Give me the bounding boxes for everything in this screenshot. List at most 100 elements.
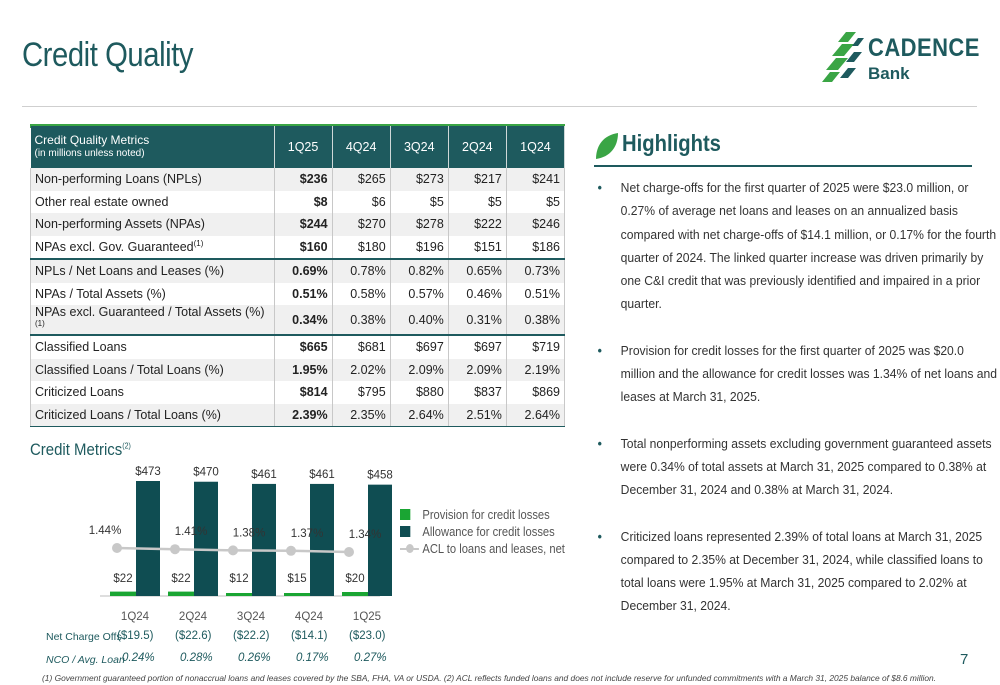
table-cell: $217 bbox=[448, 168, 507, 191]
row-label: Classified Loans bbox=[30, 334, 275, 359]
highlight-item: • Total nonperforming assets excluding go… bbox=[594, 432, 1000, 502]
table-cell: 2.51% bbox=[448, 403, 507, 428]
table-row: NPAs excl. Gov. Guaranteed(1) $160 $180 $19… bbox=[30, 235, 566, 259]
table-cell: 2.39% bbox=[274, 403, 333, 428]
highlights-title: Highlights bbox=[622, 130, 721, 156]
cadence-logo: CADENCE Bank bbox=[822, 30, 982, 90]
row-label-text: NPAs excl. Gov. Guaranteed bbox=[35, 240, 194, 255]
footer-band bbox=[0, 668, 1000, 685]
highlights-list: • Net charge-offs for the first quarter o… bbox=[594, 176, 997, 641]
acl-point bbox=[228, 545, 238, 556]
bullet-icon: • bbox=[597, 528, 602, 544]
table-cell: $151 bbox=[448, 235, 507, 259]
row-label-footnote: (1) bbox=[35, 319, 45, 328]
highlight-item: • Criticized loans represented 2.39% of t… bbox=[594, 525, 1000, 618]
provision-bar bbox=[110, 591, 136, 596]
table-cell: 0.57% bbox=[390, 282, 449, 305]
provision-data-label: $22 bbox=[171, 573, 190, 585]
table-cell: 0.51% bbox=[274, 282, 333, 305]
row-label-text: Classified Loans bbox=[35, 340, 127, 355]
table-cell: $278 bbox=[390, 213, 449, 236]
allowance-bar bbox=[252, 483, 276, 596]
bullet-icon: • bbox=[597, 180, 602, 195]
highlight-item: • Provision for credit losses for the fir… bbox=[594, 339, 1000, 409]
bullet-icon: • bbox=[597, 342, 602, 358]
logo-wordmark: CADENCE bbox=[868, 34, 980, 62]
x-tick-label: 2Q24 bbox=[179, 611, 208, 623]
legend-item: Allowance for credit losses bbox=[400, 523, 565, 540]
allowance-bar bbox=[310, 483, 334, 596]
row-label: Classified Loans / Total Loans (%) bbox=[30, 358, 275, 382]
nco-ratio-value: 0.27% bbox=[354, 652, 387, 664]
legend-swatch-allowance bbox=[400, 526, 411, 537]
table-cell: $8 bbox=[274, 190, 333, 213]
nco-ratio-value: 0.26% bbox=[238, 652, 271, 664]
highlight-item: • Net charge-offs for the first quarter o… bbox=[594, 176, 1000, 316]
table-row: Non-performing Assets (NPAs) $244 $270 $278… bbox=[30, 213, 566, 236]
legend-item: ACL to loans and leases, net bbox=[400, 540, 565, 557]
provision-data-label: $22 bbox=[113, 573, 132, 585]
table-cell: $160 bbox=[274, 235, 333, 259]
table-header-title: Credit Quality Metrics bbox=[34, 133, 150, 147]
x-tick-label: 1Q25 bbox=[353, 611, 381, 623]
row-label: Non-performing Loans (NPLs) bbox=[30, 168, 275, 191]
table-cell: 2.09% bbox=[390, 358, 449, 382]
row-label-text: NPAs / Total Assets (%) bbox=[35, 286, 166, 301]
table-cell: 2.35% bbox=[332, 403, 391, 428]
allowance-bar bbox=[368, 484, 392, 596]
bullet-icon: • bbox=[597, 435, 602, 451]
highlights-divider bbox=[594, 165, 972, 167]
legend-swatch-acl-line bbox=[400, 544, 419, 553]
table-cell: $180 bbox=[332, 235, 391, 259]
x-tick-label: 3Q24 bbox=[237, 611, 266, 623]
table-cell: 1.95% bbox=[274, 358, 333, 382]
highlight-text: Provision for credit losses for the firs… bbox=[620, 342, 998, 405]
table-cell: $196 bbox=[390, 235, 449, 259]
legend-label: Allowance for credit losses bbox=[422, 524, 555, 539]
allowance-bar bbox=[194, 481, 218, 596]
nco-ratio-value: 0.28% bbox=[180, 652, 213, 664]
credit-quality-table: Credit Quality Metrics (in millions unle… bbox=[30, 126, 566, 428]
row-label: Non-performing Assets (NPAs) bbox=[30, 213, 275, 236]
nco-value: ($22.2) bbox=[233, 630, 270, 642]
chart-title-footnote: (2) bbox=[122, 441, 131, 451]
table-cell: 2.19% bbox=[506, 358, 566, 382]
logo-subtitle: Bank bbox=[868, 64, 910, 83]
table-cell: $6 bbox=[332, 190, 391, 213]
table-cell: 0.65% bbox=[448, 258, 507, 283]
table-row: Non-performing Loans (NPLs) $236 $265 $273 $… bbox=[30, 168, 566, 191]
header-divider bbox=[22, 106, 977, 107]
nco-value: ($22.6) bbox=[175, 630, 212, 642]
table-cell: 2.64% bbox=[506, 403, 566, 428]
acl-data-label: 1.34% bbox=[349, 529, 382, 541]
row-label-footnote: (1) bbox=[193, 239, 204, 249]
acl-point bbox=[112, 543, 122, 553]
table-cell: 0.46% bbox=[448, 282, 507, 305]
acl-data-label: 1.37% bbox=[291, 528, 324, 540]
table-header-row: Credit Quality Metrics (in millions unle… bbox=[30, 126, 566, 168]
table-row: Criticized Loans $814 $795 $880 $837 $869 bbox=[30, 381, 566, 404]
chart-legend: Provision for credit losses Allowance fo… bbox=[400, 506, 592, 557]
allowance-data-label: $473 bbox=[135, 466, 161, 478]
row-label-text: Classified Loans / Total Loans (%) bbox=[35, 362, 224, 377]
provision-data-label: $20 bbox=[345, 573, 364, 585]
table-cell: $795 bbox=[332, 381, 391, 404]
acl-data-label: 1.41% bbox=[175, 526, 208, 538]
x-tick-label: 1Q24 bbox=[121, 611, 150, 623]
table-cell: 2.09% bbox=[448, 358, 507, 382]
row-label-text: Criticized Loans / Total Loans (%) bbox=[35, 407, 221, 422]
table-cell: 0.51% bbox=[506, 282, 566, 305]
nco-value: ($19.5) bbox=[117, 630, 154, 642]
acl-data-label: 1.38% bbox=[233, 527, 266, 539]
page-title: Credit Quality bbox=[22, 36, 194, 74]
acl-point bbox=[170, 544, 180, 555]
table-row: Other real estate owned $8 $6 $5 $5 $5 bbox=[30, 190, 566, 213]
chart-title-text: Credit Metrics bbox=[30, 440, 123, 459]
nco-value: ($23.0) bbox=[349, 630, 386, 642]
row-label-text: Criticized Loans bbox=[35, 385, 124, 400]
row-label: Criticized Loans / Total Loans (%) bbox=[30, 403, 275, 428]
highlight-text: Criticized loans represented 2.39% of to… bbox=[620, 528, 983, 614]
legend-label: Provision for credit losses bbox=[422, 507, 550, 522]
table-cell: $719 bbox=[506, 334, 566, 359]
row-label-text: NPAs excl. Guaranteed / Total Assets (%) bbox=[35, 305, 265, 319]
